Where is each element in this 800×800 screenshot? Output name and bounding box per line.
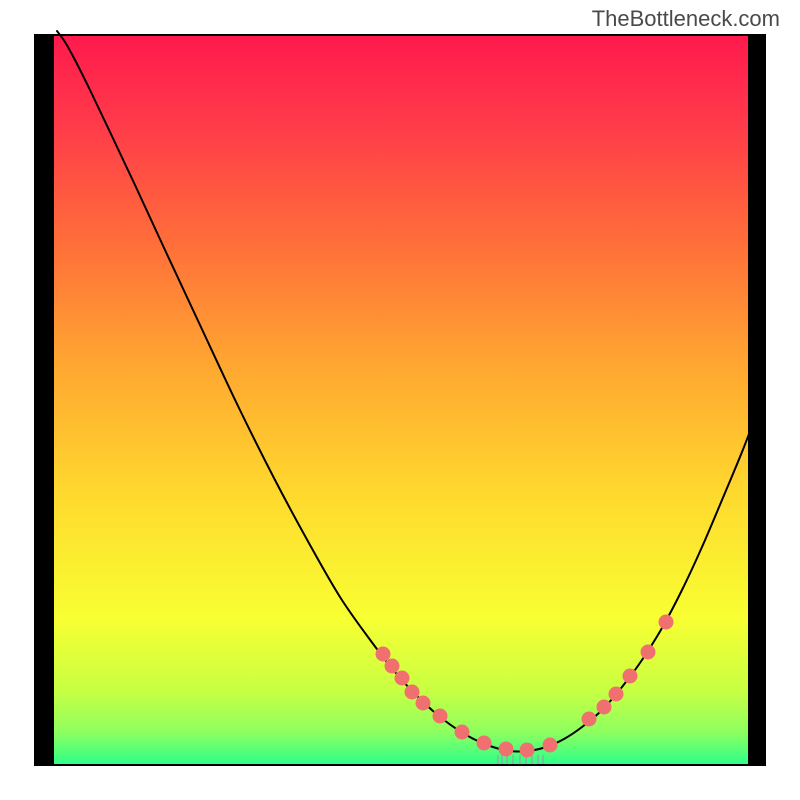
chart-svg [0,0,800,800]
data-dot [433,709,447,723]
data-dot [623,669,637,683]
data-dot [477,736,491,750]
data-dot [582,712,596,726]
data-dot [543,738,557,752]
data-dot [520,743,534,757]
data-dot [609,687,623,701]
data-dot [659,615,673,629]
data-dot [376,647,390,661]
data-dot [405,685,419,699]
data-dot [395,671,409,685]
data-dot [416,696,430,710]
stage: TheBottleneck.com [0,0,800,800]
data-dot [499,742,513,756]
data-dot [641,645,655,659]
data-dot [385,659,399,673]
data-dot [455,725,469,739]
data-dot [597,700,611,714]
